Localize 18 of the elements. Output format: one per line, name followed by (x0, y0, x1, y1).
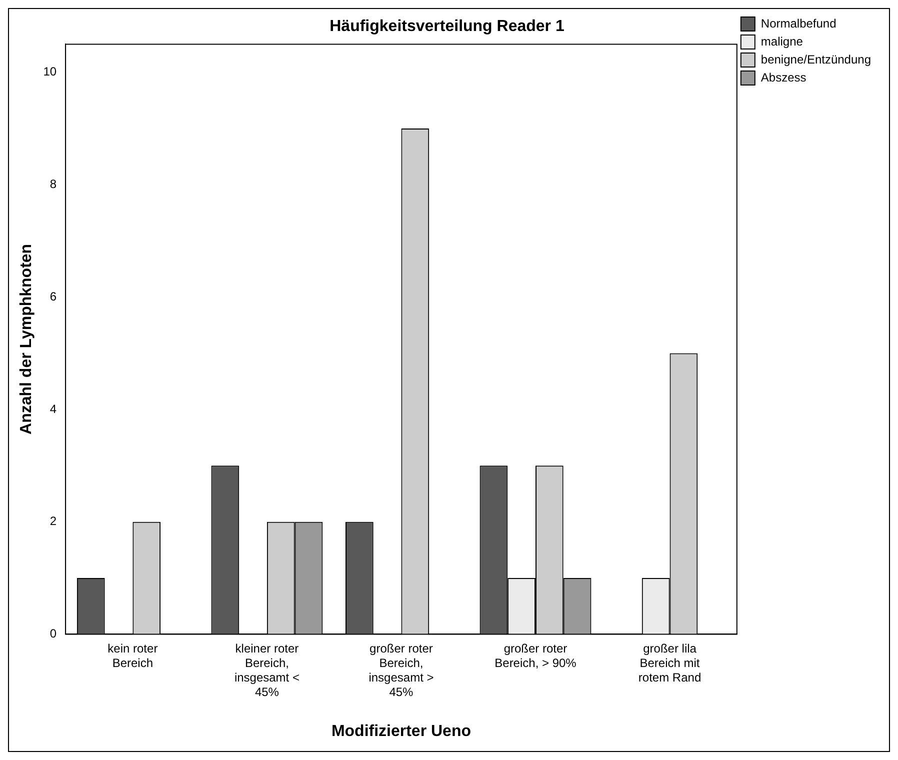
legend-label: Normalbefund (760, 16, 836, 30)
y-axis-title: Anzahl der Lymphknoten (18, 244, 36, 434)
y-tick-label: 6 (50, 289, 57, 304)
x-tick-label: großer roter Bereich, > 90% (494, 642, 577, 670)
chart-title: Häufigkeitsverteilung Reader 1 (330, 18, 564, 36)
x-tick-label: großer roter Bereich, insgesamt > 45% (368, 642, 434, 699)
x-axis-title: Modifizierter Ueno (331, 722, 472, 740)
x-tick-label: kleiner roter Bereich, insgesamt < 45% (234, 642, 300, 699)
x-tick-label: großer lila Bereich mit rotem Rand (638, 642, 702, 685)
y-tick-label: 2 (50, 514, 57, 528)
legend-label: Abszess (760, 70, 806, 84)
y-tick-label: 0 (50, 626, 57, 641)
legend-label: maligne (760, 34, 804, 48)
legend-label: benigne/Entzündung (760, 52, 872, 66)
y-tick-label: 8 (50, 176, 57, 191)
x-tick-label: kein roter Bereich (108, 642, 158, 670)
y-tick-label: 10 (43, 64, 57, 79)
y-tick-label: 4 (50, 402, 57, 416)
